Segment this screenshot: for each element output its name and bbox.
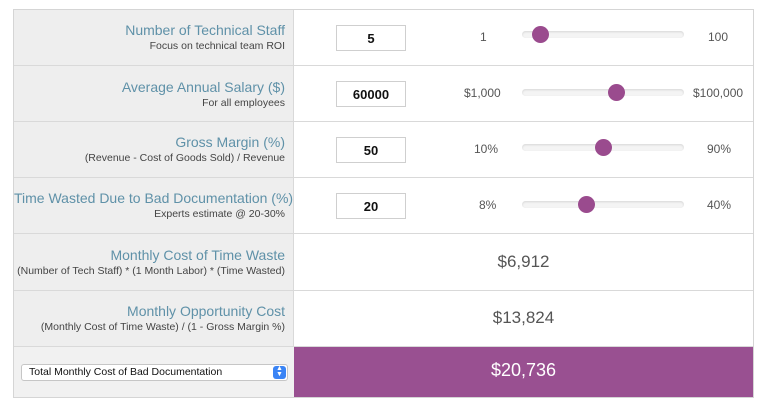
row-label: Gross Margin (%) (Revenue - Cost of Good… <box>14 122 294 177</box>
row-label: Monthly Cost of Time Waste (Number of Te… <box>14 234 294 290</box>
slider-min-label: 1 <box>480 30 487 44</box>
row-title: Monthly Opportunity Cost <box>127 303 285 319</box>
slider-min-label: $1,000 <box>464 86 501 100</box>
slider-max-label: 40% <box>707 198 732 212</box>
slider-max-label: 90% <box>707 142 732 156</box>
row-annual-salary: Average Annual Salary ($) For all employ… <box>14 66 753 122</box>
row-label: Monthly Opportunity Cost (Monthly Cost o… <box>14 291 294 346</box>
slider-thumb[interactable] <box>531 26 549 43</box>
slider-max-label: 100 <box>708 30 729 44</box>
technical-staff-slider[interactable] <box>522 26 684 43</box>
row-title: Average Annual Salary ($) <box>121 79 285 95</box>
time-wasted-input[interactable] <box>336 193 406 219</box>
row-title: Monthly Cost of Time Waste <box>110 247 285 263</box>
slider-min-label: 8% <box>479 198 497 212</box>
time-wasted-slider[interactable] <box>522 196 684 213</box>
row-label: Number of Technical Staff Focus on techn… <box>14 10 294 65</box>
annual-salary-slider[interactable] <box>522 84 684 101</box>
technical-staff-input[interactable] <box>336 25 406 51</box>
select-value: Total Monthly Cost of Bad Documentation <box>29 366 223 378</box>
row-label: Average Annual Salary ($) For all employ… <box>14 66 294 121</box>
select-chevron-icon[interactable]: ▲ ▼ <box>273 365 286 379</box>
gross-margin-slider[interactable] <box>522 139 684 156</box>
row-total: Total Monthly Cost of Bad Documentation … <box>14 347 753 397</box>
row-title: Gross Margin (%) <box>175 134 285 150</box>
row-monthly-cost-time-waste: Monthly Cost of Time Waste (Number of Te… <box>14 234 753 291</box>
annual-salary-input[interactable] <box>336 81 406 107</box>
row-subtitle: Focus on technical team ROI <box>149 40 285 52</box>
slider-thumb[interactable] <box>577 196 595 213</box>
row-time-wasted: Time Wasted Due to Bad Documentation (%)… <box>14 178 753 234</box>
row-subtitle: (Number of Tech Staff) * (1 Month Labor)… <box>17 265 285 277</box>
row-title: Number of Technical Staff <box>125 22 285 38</box>
row-gross-margin: Gross Margin (%) (Revenue - Cost of Good… <box>14 122 753 178</box>
row-subtitle: (Revenue - Cost of Goods Sold) / Revenue <box>84 152 285 164</box>
row-label: Time Wasted Due to Bad Documentation (%)… <box>14 178 294 233</box>
slider-max-label: $100,000 <box>693 86 744 100</box>
row-monthly-opportunity-cost: Monthly Opportunity Cost (Monthly Cost o… <box>14 291 753 347</box>
slider-thumb[interactable] <box>608 84 626 101</box>
monthly-opportunity-cost-value: $13,824 <box>492 308 555 327</box>
roi-calculator: Number of Technical Staff Focus on techn… <box>13 9 754 398</box>
row-subtitle: (Monthly Cost of Time Waste) / (1 - Gros… <box>40 321 285 333</box>
total-cost-value: $20,736 <box>294 347 753 397</box>
row-title: Time Wasted Due to Bad Documentation (%) <box>14 190 294 206</box>
row-technical-staff: Number of Technical Staff Focus on techn… <box>14 10 753 66</box>
total-type-select[interactable]: Total Monthly Cost of Bad Documentation … <box>21 364 288 381</box>
slider-min-label: 10% <box>474 142 499 156</box>
row-subtitle: Experts estimate @ 20-30% <box>154 208 285 220</box>
row-subtitle: For all employees <box>202 97 285 109</box>
gross-margin-input[interactable] <box>336 137 406 163</box>
monthly-cost-time-waste-value: $6,912 <box>497 252 550 271</box>
slider-thumb[interactable] <box>595 139 612 156</box>
